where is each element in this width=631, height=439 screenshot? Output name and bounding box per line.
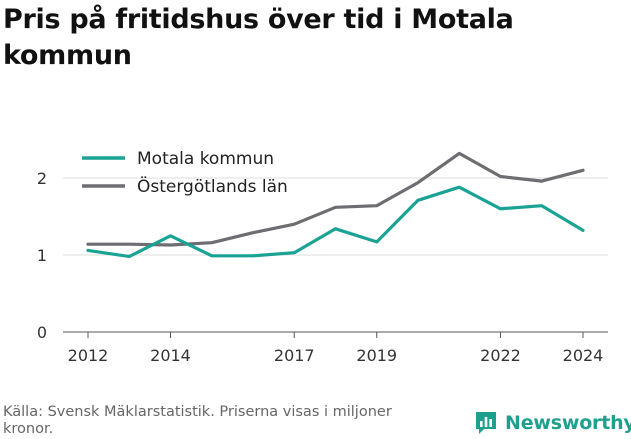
y-tick-label-2: 2 [37,169,47,188]
newsworthy-logo-icon [476,412,496,434]
series-line-0 [86,185,585,259]
x-tick-label-2019: 2019 [356,346,397,365]
x-tick-label-2014: 2014 [150,346,191,365]
source-note: Källa: Svensk Mäklarstatistik. Priserna … [3,404,392,437]
y-tick-label-0: 0 [37,323,47,342]
line-chart: 0 1 2 2012 2014 2017 2019 2022 2024 Motala komm… [37,149,608,365]
legend-label-1: Östergötlands län [137,175,288,197]
brand-name: Newsworthy [505,412,631,434]
legend: Motala kommun Östergötlands län [82,149,288,197]
x-tick-label-2022: 2022 [480,346,521,365]
legend-label-0: Motala kommun [137,149,274,169]
x-tick-label-2012: 2012 [68,346,109,365]
x-tick-label-2024: 2024 [563,346,604,365]
series-layer [86,151,585,259]
series-line-1 [86,151,585,247]
x-axis: 2012 2014 2017 2019 2022 2024 [68,332,604,365]
y-tick-label-1: 1 [37,246,47,265]
x-tick-label-2017: 2017 [274,346,315,365]
brand[interactable]: Newsworthy [474,408,631,438]
chart-title: Pris på fritidshus över tid i Motala kom… [3,4,514,71]
